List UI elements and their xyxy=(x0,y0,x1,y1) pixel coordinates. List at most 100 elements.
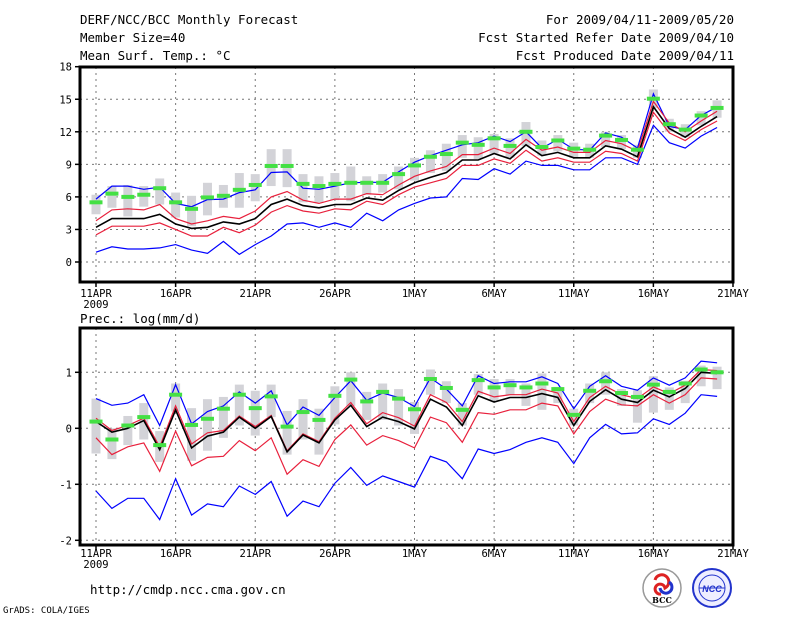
median-marker xyxy=(137,415,151,420)
median-marker xyxy=(583,388,597,393)
ensemble-range-box xyxy=(410,157,419,181)
median-marker xyxy=(248,406,262,411)
median-marker xyxy=(296,181,310,186)
median-marker xyxy=(599,133,613,138)
ensemble-range-box xyxy=(664,387,674,410)
ensemble-range-box xyxy=(410,401,419,434)
ensemble-range-box xyxy=(601,372,611,395)
ensemble-range-box xyxy=(123,415,133,446)
median-marker xyxy=(264,163,278,168)
ensemble-range-box xyxy=(521,122,531,146)
ensemble-range-box xyxy=(696,111,706,126)
median-marker xyxy=(121,194,135,199)
ensemble-range-box xyxy=(441,143,451,171)
median-marker xyxy=(471,378,485,383)
median-marker xyxy=(280,163,294,168)
ensemble-range-box xyxy=(202,399,212,451)
median-marker xyxy=(216,193,230,198)
ensemble-range-box xyxy=(250,390,260,436)
forecast-period: For 2009/04/11-2009/05/20 xyxy=(546,12,734,27)
series-lower-outer-line xyxy=(95,394,718,521)
y-tick-label: 15 xyxy=(59,94,72,106)
ensemble-range-box xyxy=(234,384,244,426)
ensemble-range-box xyxy=(91,194,101,215)
ensemble-range-box xyxy=(330,386,340,425)
x-tick-label: 1MAY xyxy=(402,288,428,300)
ensemble-range-box xyxy=(394,389,404,426)
ensemble-range-box xyxy=(107,428,117,460)
median-marker xyxy=(344,377,358,382)
ensemble-range-box xyxy=(378,383,388,420)
median-marker xyxy=(185,206,199,211)
ensemble-range-box xyxy=(362,391,372,420)
ensemble-range-box xyxy=(585,383,595,404)
x-tick-label: 21MAY xyxy=(717,288,749,300)
y-tick-label: 6 xyxy=(66,192,72,204)
ensemble-range-box xyxy=(553,135,563,152)
y-tick-label: 0 xyxy=(66,423,72,435)
median-marker xyxy=(710,370,724,375)
median-marker xyxy=(423,377,437,382)
median-marker xyxy=(89,419,103,424)
median-marker xyxy=(615,391,629,396)
median-marker xyxy=(519,129,533,134)
x-tick-label: 16MAY xyxy=(638,548,670,560)
x-tick-label: 1MAY xyxy=(402,548,428,560)
median-marker xyxy=(280,424,294,429)
precipitation-panel: 11APR 16APR 21APR 26APR 1MAY 6MAY 11MAY 16MAY 21… xyxy=(59,326,749,571)
ensemble-range-box xyxy=(298,399,308,440)
ensemble-range-box xyxy=(601,131,611,147)
median-marker xyxy=(376,389,390,394)
median-marker xyxy=(153,186,167,191)
median-marker xyxy=(630,147,644,152)
ensemble-range-box xyxy=(680,380,690,404)
median-marker xyxy=(408,407,421,412)
median-marker xyxy=(264,394,278,399)
ensemble-range-box xyxy=(250,174,260,202)
forecast-produced-date: Fcst Produced Date 2009/04/11 xyxy=(516,48,734,63)
series-upper-inner-line xyxy=(95,368,718,452)
median-marker xyxy=(662,389,676,394)
series-upper-outer-line xyxy=(95,92,718,208)
median-marker xyxy=(503,143,517,148)
ensemble-range-box xyxy=(489,133,499,154)
median-marker xyxy=(567,146,581,151)
median-marker xyxy=(423,154,437,159)
ensemble-range-box xyxy=(282,410,292,455)
median-marker xyxy=(710,105,724,110)
series-mean-line xyxy=(95,371,718,454)
median-marker xyxy=(471,142,485,147)
median-marker xyxy=(232,187,246,192)
y-tick-label: 18 xyxy=(59,62,72,74)
median-marker xyxy=(137,192,151,197)
ensemble-range-box xyxy=(553,386,563,404)
median-marker xyxy=(344,180,358,185)
forecast-started-date: Fcst Started Refer Date 2009/04/10 xyxy=(478,30,734,45)
x-tick-label: 11MAY xyxy=(558,288,590,300)
x-tick-label: 6MAY xyxy=(481,288,507,300)
series-lower-inner-line xyxy=(95,111,718,237)
median-marker xyxy=(630,394,644,399)
series-upper-outer-line xyxy=(95,360,718,427)
median-marker xyxy=(487,136,501,141)
ensemble-range-box xyxy=(457,403,467,426)
median-marker xyxy=(185,422,199,427)
series-lower-inner-line xyxy=(95,377,718,476)
ensemble-range-box xyxy=(425,150,435,174)
ensemble-range-box xyxy=(473,137,483,159)
ensemble-range-box xyxy=(171,192,181,218)
x-year-label: 2009 xyxy=(83,299,108,311)
median-marker xyxy=(328,393,342,398)
median-marker xyxy=(439,152,453,157)
ensemble-range-box xyxy=(394,166,404,190)
x-tick-label: 11APR xyxy=(80,288,112,300)
median-marker xyxy=(312,184,326,189)
ensemble-range-box xyxy=(617,135,627,150)
median-marker xyxy=(105,437,119,442)
median-marker xyxy=(376,180,390,185)
x-tick-label: 11MAY xyxy=(558,548,590,560)
x-tick-label: 21APR xyxy=(239,548,271,560)
ensemble-range-box xyxy=(123,184,133,217)
median-marker xyxy=(583,147,597,152)
